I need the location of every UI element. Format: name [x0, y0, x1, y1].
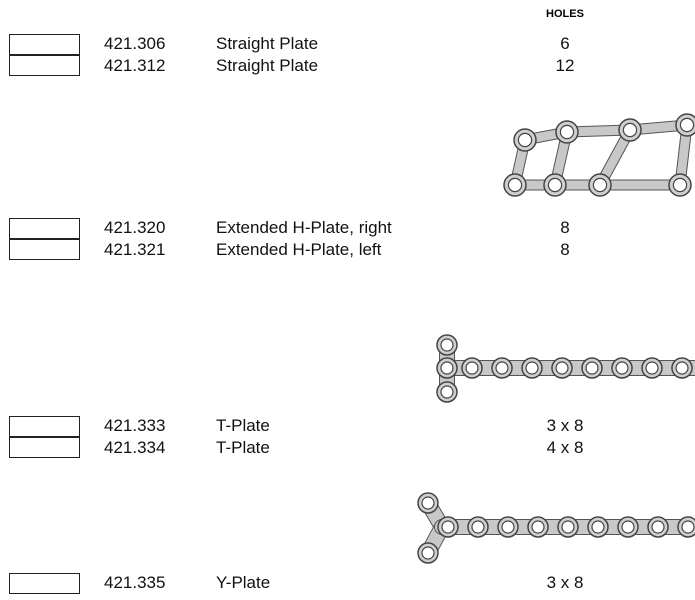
checkbox: [9, 239, 80, 260]
plate-hole: [591, 520, 605, 534]
plate-hole: [531, 520, 545, 534]
plate-hole: [559, 124, 575, 140]
product-name: Straight Plate: [216, 34, 319, 53]
product-name: Y-Plate: [216, 573, 271, 592]
plate-hole: [555, 361, 569, 375]
plate-hole: [440, 338, 454, 352]
plate-hole: [471, 520, 485, 534]
article-number: 421.333: [104, 416, 166, 435]
plate-hole: [622, 122, 638, 138]
article-number: 421.334: [104, 438, 166, 457]
plate-hole: [681, 520, 695, 534]
plate-hole: [421, 546, 435, 560]
article-number: 421.312: [104, 56, 166, 75]
checkbox: [9, 218, 80, 239]
article-number: 421.321: [104, 240, 166, 259]
hole-count: 4 x 8: [546, 438, 584, 457]
hole-count: 3 x 8: [546, 573, 584, 592]
plate-hole: [615, 361, 629, 375]
plate-hole: [495, 361, 509, 375]
plate-hole: [675, 361, 689, 375]
article-number: 421.320: [104, 218, 166, 237]
hole-count: 6: [560, 34, 570, 53]
hole-count: 8: [560, 240, 570, 259]
plate-hole: [440, 385, 454, 399]
holes-header: HOLES: [546, 8, 584, 20]
hole-count: 12: [555, 56, 575, 75]
checkbox: [9, 55, 80, 76]
plate-hole: [561, 520, 575, 534]
plate-hole: [651, 520, 665, 534]
plate-hole: [679, 117, 695, 133]
plate-hole: [421, 496, 435, 510]
checkbox: [9, 437, 80, 458]
checkbox: [9, 34, 80, 55]
product-name: Extended H-Plate, right: [216, 218, 392, 237]
plate-hole: [547, 177, 563, 193]
plate-hole: [585, 361, 599, 375]
plate-hole: [672, 177, 688, 193]
plate-hole: [525, 361, 539, 375]
checkbox: [9, 573, 80, 594]
article-number: 421.335: [104, 573, 166, 592]
product-name: T-Plate: [216, 438, 270, 457]
plate-hole: [440, 361, 454, 375]
product-name: T-Plate: [216, 416, 270, 435]
hole-count: 8: [560, 218, 570, 237]
plate-hole: [507, 177, 523, 193]
product-name: Extended H-Plate, left: [216, 240, 382, 259]
product-name: Straight Plate: [216, 56, 319, 75]
plate-hole: [645, 361, 659, 375]
article-number: 421.306: [104, 34, 166, 53]
plate-hole: [621, 520, 635, 534]
plate-hole: [465, 361, 479, 375]
plate-hole: [501, 520, 515, 534]
hole-count: 3 x 8: [546, 416, 584, 435]
plate-hole: [592, 177, 608, 193]
plate-hole: [517, 132, 533, 148]
checkbox: [9, 416, 80, 437]
plate-hole: [441, 520, 455, 534]
